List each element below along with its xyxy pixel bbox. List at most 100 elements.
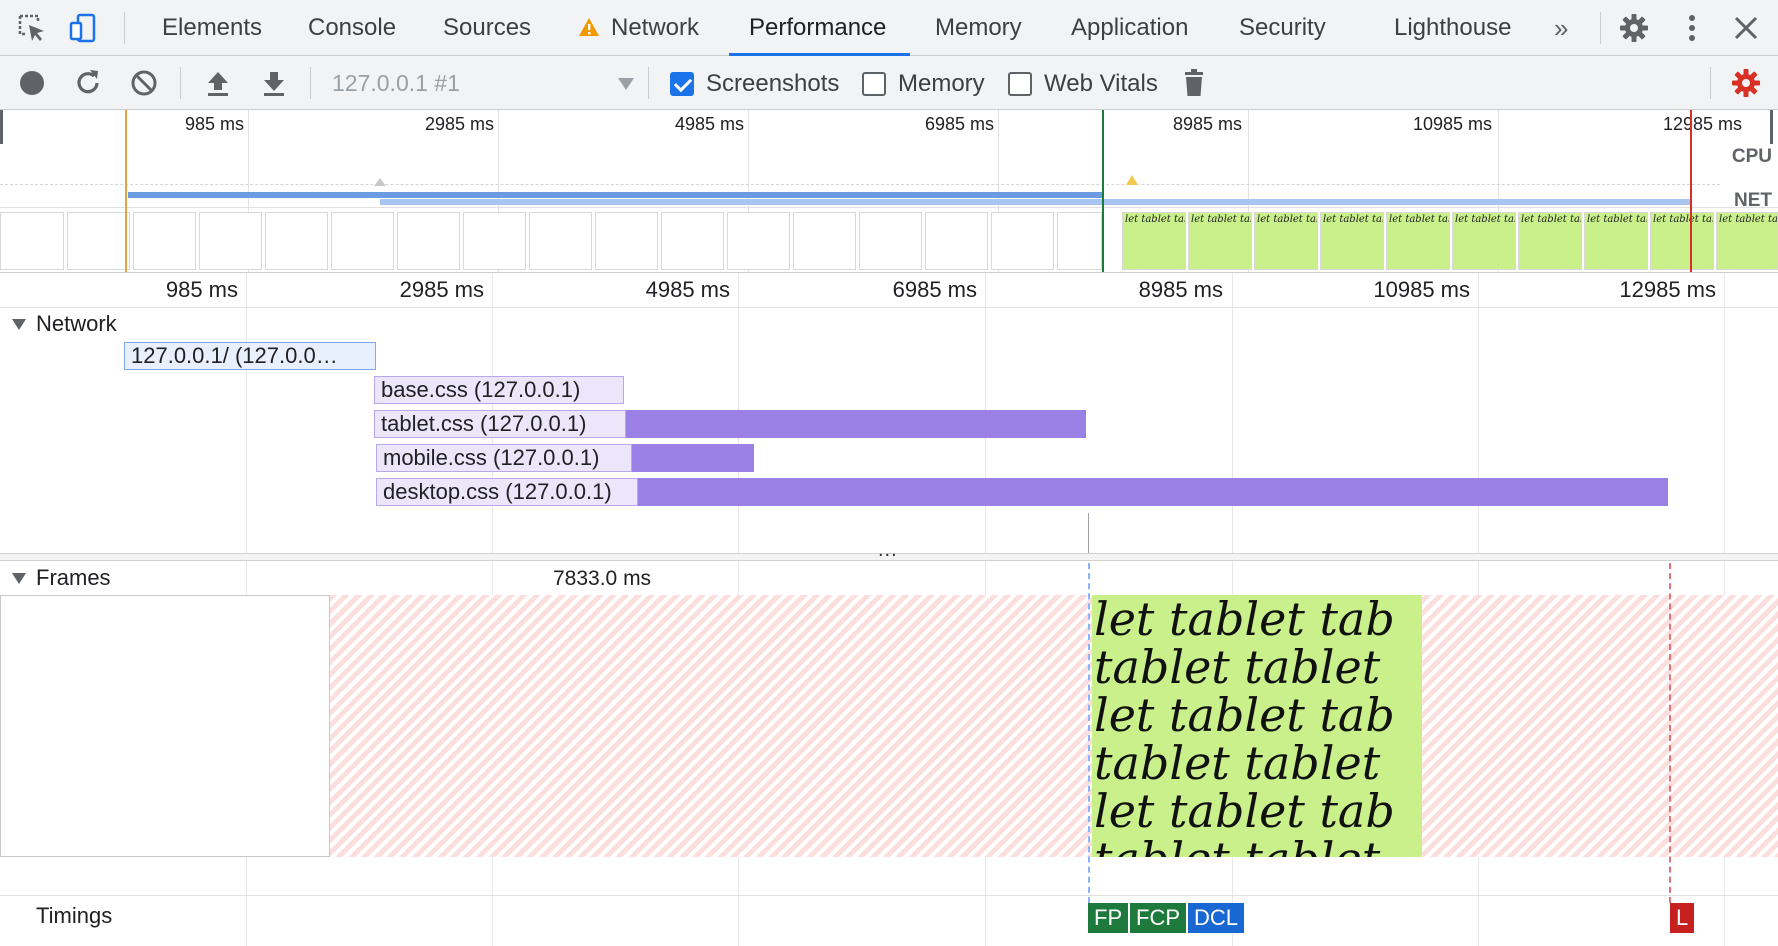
load-profile-icon[interactable] xyxy=(202,67,234,99)
more-tabs-button[interactable]: » xyxy=(1554,13,1569,43)
network-request-base-css[interactable]: base.css (127.0.0.1) xyxy=(374,376,624,404)
timings-track-title: Timings xyxy=(36,903,113,928)
web-vitals-checkbox[interactable]: Web Vitals xyxy=(1008,69,1158,99)
tab-console[interactable]: Console xyxy=(308,14,397,41)
tab-application[interactable]: Application xyxy=(1071,14,1189,41)
load-marker[interactable]: L xyxy=(1670,903,1695,933)
screenshots-checkbox[interactable]: Screenshots xyxy=(670,69,839,99)
time-ruler-label: 985 ms xyxy=(165,277,238,302)
filmstrip-screenshot[interactable]: let tablet tablet tablet let tablet tabl… xyxy=(1452,212,1516,270)
filmstrip-screenshot[interactable]: let tablet tablet tablet let tablet tabl… xyxy=(1320,212,1384,270)
filmstrip-frame[interactable] xyxy=(925,212,988,270)
filmstrip-frame[interactable] xyxy=(595,212,658,270)
selection-handle-left[interactable] xyxy=(0,110,3,144)
performance-toolbar: 127.0.0.1 #1 Screenshots Memory Web Vita… xyxy=(0,56,1778,110)
filmstrip-frame[interactable] xyxy=(463,212,526,270)
memory-checkbox[interactable]: Memory xyxy=(862,69,985,99)
target-select[interactable]: 127.0.0.1 #1 xyxy=(332,66,636,100)
first-paint-line xyxy=(1088,563,1090,903)
save-profile-icon[interactable] xyxy=(258,67,290,99)
first-paint-marker xyxy=(1102,110,1104,272)
dropped-frame[interactable] xyxy=(330,595,1778,857)
clear-icon[interactable] xyxy=(128,67,160,99)
filmstrip-screenshot[interactable]: let tablet tablet tablet let tablet tabl… xyxy=(1386,212,1450,270)
cpu-activity-baseline xyxy=(0,184,1720,185)
time-ruler-label: 2985 ms xyxy=(399,277,484,302)
filmstrip-screenshot[interactable]: let tablet tablet tablet let tablet tabl… xyxy=(1188,212,1252,270)
timeline-overview[interactable]: 985 ms 2985 ms 4985 ms 6985 ms 8985 ms 1… xyxy=(0,110,1778,273)
toolbar-divider xyxy=(180,67,181,99)
network-request-mobile-css[interactable]: mobile.css (127.0.0.1) xyxy=(376,444,754,472)
toolbar-divider xyxy=(648,67,649,99)
frames-lane: let tablet tab tablet tablet let tablet … xyxy=(0,595,1778,857)
dcl-marker[interactable]: DCL xyxy=(1188,903,1245,933)
filmstrip-frame[interactable] xyxy=(265,212,328,270)
gear-icon[interactable] xyxy=(1618,12,1650,44)
network-request-document[interactable]: 127.0.0.1/ (127.0.0… xyxy=(124,342,376,370)
network-track-title: Network xyxy=(36,311,117,336)
tab-lighthouse[interactable]: Lighthouse xyxy=(1394,14,1512,41)
overview-tick-label: 2985 ms xyxy=(424,114,494,134)
tab-sources[interactable]: Sources xyxy=(443,14,532,41)
fcp-marker[interactable]: FCP xyxy=(1130,903,1186,933)
filmstrip-screenshot[interactable]: let tablet tablet tablet let tablet tabl… xyxy=(1122,212,1186,270)
chevron-down-icon xyxy=(618,78,634,90)
filmstrip-frame[interactable] xyxy=(1057,212,1102,270)
frames-track-header[interactable]: Frames xyxy=(12,565,111,591)
kebab-menu-icon[interactable] xyxy=(1676,12,1708,44)
filmstrip-screenshot[interactable]: let tablet tablet tablet let tablet tabl… xyxy=(1650,212,1714,270)
selection-handle-right[interactable] xyxy=(1770,110,1773,144)
trash-icon[interactable] xyxy=(1178,67,1210,99)
filmstrip-frame[interactable] xyxy=(727,212,790,270)
filmstrip-frame[interactable] xyxy=(793,212,856,270)
time-ruler-label: 8985 ms xyxy=(1138,277,1223,302)
filmstrip-screenshot[interactable]: let tablet tablet tablet let tablet tabl… xyxy=(1584,212,1648,270)
tab-memory[interactable]: Memory xyxy=(935,14,1022,41)
filmstrip-frame[interactable] xyxy=(529,212,592,270)
record-icon[interactable] xyxy=(16,67,48,99)
filmstrip-screenshot[interactable]: let tablet tablet tablet let tablet tabl… xyxy=(1716,212,1778,270)
frames-track-title: Frames xyxy=(36,565,111,590)
tab-performance[interactable]: Performance xyxy=(728,0,911,56)
idle-frame[interactable] xyxy=(0,595,330,857)
time-ruler-divider xyxy=(0,307,1778,308)
tab-security[interactable]: Security xyxy=(1239,14,1326,41)
filmstrip-screenshot[interactable]: let tablet tablet tablet let tablet tabl… xyxy=(1254,212,1318,270)
tab-elements[interactable]: Elements xyxy=(162,14,263,41)
flame-chart[interactable]: 985 ms 2985 ms 4985 ms 6985 ms 8985 ms 1… xyxy=(0,273,1778,946)
filmstrip-frame[interactable] xyxy=(397,212,460,270)
filmstrip-frame[interactable] xyxy=(133,212,196,270)
track-resizer[interactable] xyxy=(0,553,1778,561)
close-icon[interactable] xyxy=(1730,12,1762,44)
filmstrip-frame[interactable] xyxy=(331,212,394,270)
fp-marker[interactable]: FP xyxy=(1088,903,1129,933)
frame-screenshot[interactable]: let tablet tab tablet tablet let tablet … xyxy=(1092,595,1422,857)
request-receiving-bar xyxy=(626,410,1086,438)
filmstrip-frame[interactable] xyxy=(661,212,724,270)
network-request-tablet-css[interactable]: tablet.css (127.0.0.1) xyxy=(374,410,1086,438)
cpu-activity-mark xyxy=(374,178,386,186)
request-receiving-bar xyxy=(638,478,1668,506)
capture-settings-gear-icon[interactable] xyxy=(1730,67,1762,99)
checkbox-checked-icon[interactable] xyxy=(670,72,694,96)
network-request-desktop-css[interactable]: desktop.css (127.0.0.1) xyxy=(376,478,1668,506)
filmstrip-frame[interactable] xyxy=(199,212,262,270)
filmstrip-frame[interactable] xyxy=(991,212,1054,270)
filmstrip-frame[interactable] xyxy=(859,212,922,270)
filmstrip-screenshot[interactable]: let tablet tablet tablet let tablet tabl… xyxy=(1518,212,1582,270)
checkbox-unchecked-icon[interactable] xyxy=(1008,72,1032,96)
reload-icon[interactable] xyxy=(72,67,104,99)
resizer-dots[interactable]: ... xyxy=(878,539,898,561)
filmstrip-frame[interactable] xyxy=(0,212,64,270)
filmstrip-frame[interactable] xyxy=(67,212,130,270)
toolbar-divider xyxy=(1710,67,1711,99)
expand-triangle-icon[interactable] xyxy=(12,318,26,330)
expand-triangle-icon[interactable] xyxy=(12,572,26,584)
device-toolbar-icon[interactable] xyxy=(68,12,100,44)
inspect-element-icon[interactable] xyxy=(16,12,48,44)
timings-track-header[interactable]: Timings xyxy=(36,903,112,929)
network-track-header[interactable]: Network xyxy=(12,311,117,337)
tab-network[interactable]: Network xyxy=(578,0,699,56)
checkbox-unchecked-icon[interactable] xyxy=(862,72,886,96)
toolbar-divider xyxy=(1600,12,1601,44)
